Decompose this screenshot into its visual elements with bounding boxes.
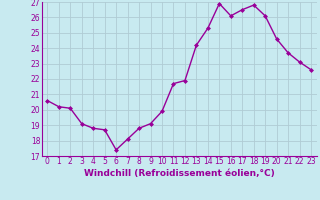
X-axis label: Windchill (Refroidissement éolien,°C): Windchill (Refroidissement éolien,°C) xyxy=(84,169,275,178)
